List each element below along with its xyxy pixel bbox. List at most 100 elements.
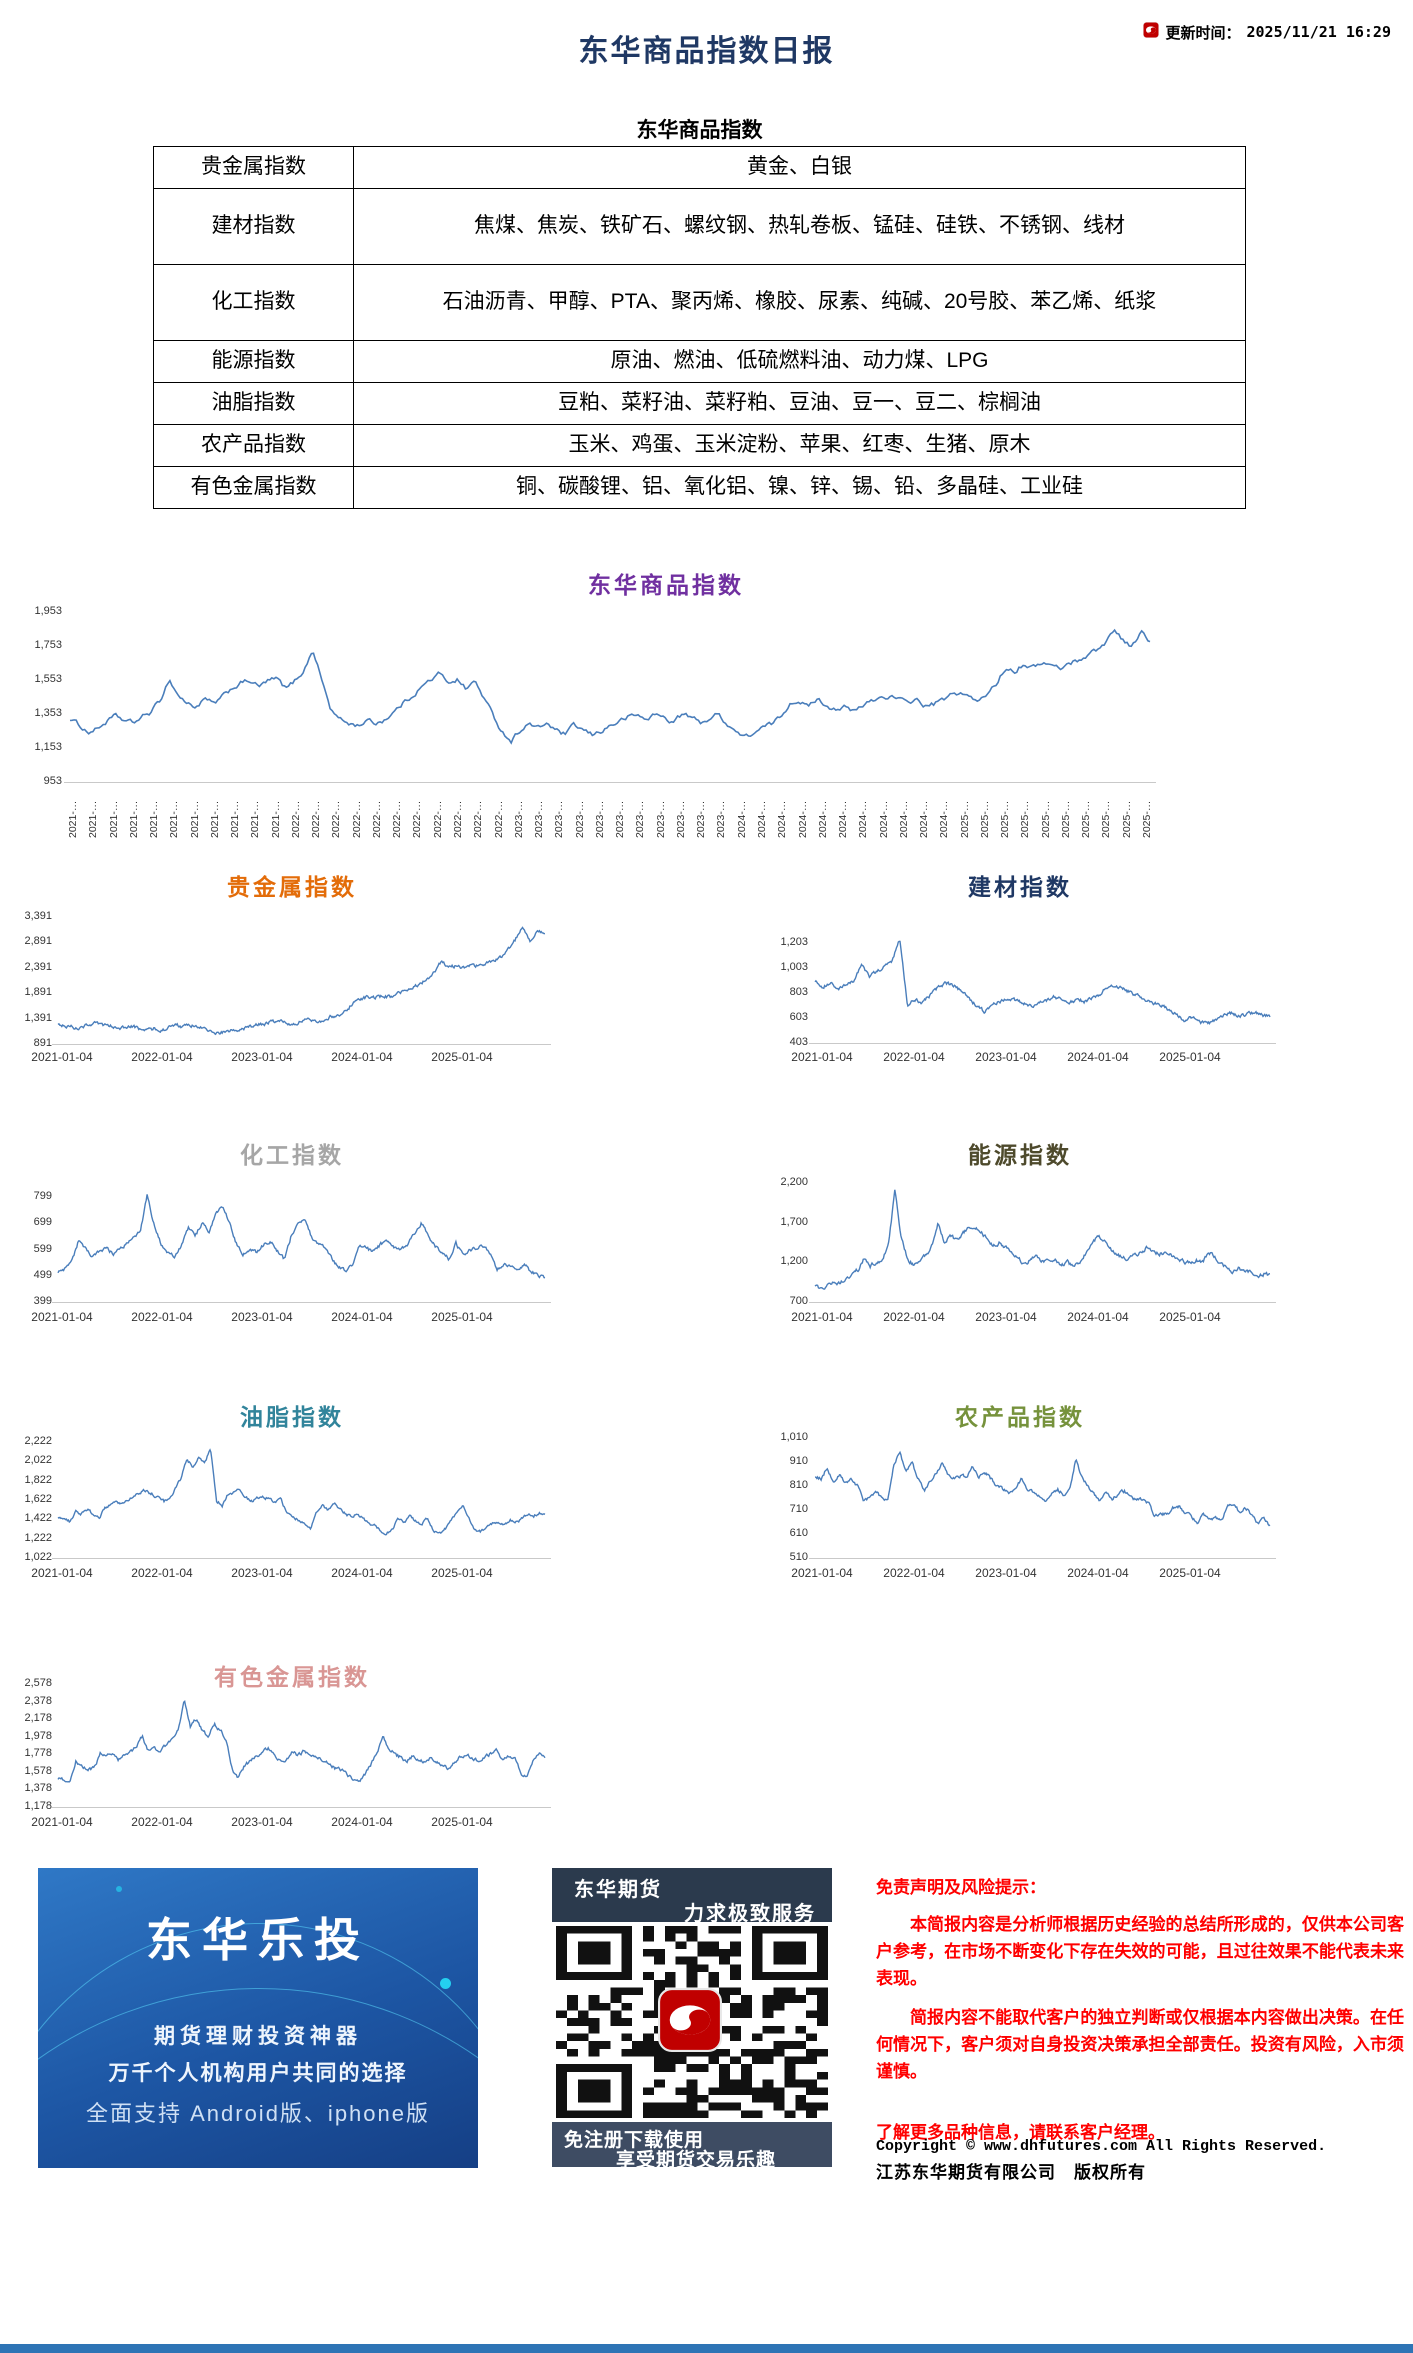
x-axis-tick-label: 2024-01-04 bbox=[1067, 1310, 1129, 1324]
x-axis-tick-label: 2022-… bbox=[330, 800, 343, 838]
y-axis-tick-label: 1,553 bbox=[34, 673, 62, 685]
x-axis-tick-label: 2024-… bbox=[877, 800, 890, 838]
x-axis-tick-label: 2022-01-04 bbox=[883, 1050, 945, 1064]
x-axis-tick-label: 2021-01-04 bbox=[31, 1310, 93, 1324]
x-axis-tick-label: 2021-… bbox=[168, 800, 181, 838]
y-axis-tick-label: 910 bbox=[789, 1455, 808, 1467]
x-axis-tick-label: 2024-… bbox=[918, 800, 931, 838]
copyright-line-2: 江苏东华期货有限公司 版权所有 bbox=[876, 2163, 1146, 2182]
update-time-box: 更新时间： 2025/11/21 16:29 bbox=[1143, 21, 1391, 42]
y-axis-tick-label: 1,003 bbox=[780, 961, 808, 973]
x-axis-tick-label: 2024-01-04 bbox=[331, 1050, 393, 1064]
y-axis-tick-label: 1,778 bbox=[24, 1747, 52, 1760]
banner-dot-decoration bbox=[116, 1886, 122, 1892]
x-axis-tick-label: 2024-… bbox=[735, 800, 748, 838]
y-axis-tick-label: 1,353 bbox=[34, 707, 62, 719]
banner-ring-decoration bbox=[38, 1923, 478, 2168]
x-axis-tick-label: 2021-… bbox=[127, 800, 140, 838]
line-chart-building bbox=[814, 940, 1271, 1026]
y-axis-tick-label: 510 bbox=[789, 1551, 808, 1563]
x-axis-line bbox=[52, 1044, 551, 1045]
x-axis-tick-label: 2023-… bbox=[614, 800, 627, 838]
y-axis-tick-label: 2,578 bbox=[24, 1677, 52, 1689]
y-axis-tick-label: 1,753 bbox=[34, 639, 62, 651]
x-axis-tick-label: 2023-01-04 bbox=[231, 1566, 293, 1580]
x-axis-tick-label: 2023-… bbox=[553, 800, 566, 838]
x-axis-tick-label: 2024-01-04 bbox=[331, 1310, 393, 1324]
series-line bbox=[57, 1700, 546, 1783]
x-axis-tick-label: 2024-01-04 bbox=[1067, 1566, 1129, 1580]
x-axis-tick-label: 2025-01-04 bbox=[1159, 1310, 1221, 1324]
table-row: 有色金属指数 铜、碳酸锂、铝、氧化铝、镍、锌、锡、铅、多晶硅、工业硅 bbox=[153, 466, 1246, 509]
chart-title-precious: 贵金属指数 bbox=[227, 874, 357, 900]
x-axis-tick-label: 2021-01-04 bbox=[31, 1566, 93, 1580]
chart-title-nonferrous: 有色金属指数 bbox=[214, 1664, 370, 1690]
series-line bbox=[57, 1194, 546, 1279]
x-axis-tick-label: 2022-… bbox=[370, 800, 383, 838]
y-axis-tick-label: 1,953 bbox=[34, 605, 62, 617]
line-chart-agri bbox=[814, 1450, 1271, 1527]
series-line bbox=[57, 1448, 546, 1536]
x-axis-tick-label: 2023-01-04 bbox=[975, 1310, 1037, 1324]
y-axis-tick-label: 1,700 bbox=[780, 1215, 808, 1228]
x-axis-tick-label: 2021-… bbox=[67, 800, 79, 838]
y-axis-tick-label: 399 bbox=[33, 1295, 52, 1307]
x-axis-tick-label: 2022-… bbox=[452, 800, 465, 838]
x-axis-tick-label: 2024-01-04 bbox=[1067, 1050, 1129, 1064]
x-axis-tick-label: 2024-… bbox=[938, 800, 951, 838]
x-axis-tick-label: 2024-… bbox=[755, 800, 768, 838]
y-axis-tick-label: 2,200 bbox=[780, 1175, 808, 1188]
table-row: 建材指数 焦煤、焦炭、铁矿石、螺纹钢、热轧卷板、锰硅、硅铁、不锈钢、线材 bbox=[153, 188, 1246, 265]
x-axis-tick-label: 2023-… bbox=[533, 800, 546, 838]
x-axis-tick-label: 2025-01-04 bbox=[431, 1566, 493, 1580]
x-axis-tick-label: 2025-01-04 bbox=[431, 1815, 493, 1829]
x-axis-tick-label: 2021-01-04 bbox=[31, 1815, 93, 1829]
x-axis-tick-label: 2025-… bbox=[1141, 800, 1153, 838]
y-axis-tick-label: 953 bbox=[43, 775, 62, 787]
chart-title-composite: 东华商品指数 bbox=[588, 572, 744, 598]
index-name-cell: 农产品指数 bbox=[153, 424, 354, 467]
banner-app-name: 东华乐投 bbox=[146, 1914, 370, 1966]
line-chart-energy bbox=[814, 1189, 1271, 1290]
y-axis-tick-label: 599 bbox=[33, 1242, 52, 1255]
y-axis-tick-label: 1,222 bbox=[24, 1531, 52, 1544]
x-axis-tick-label: 2025-… bbox=[1019, 800, 1032, 838]
y-axis-tick-label: 1,022 bbox=[24, 1551, 52, 1563]
y-axis-tick-label: 810 bbox=[789, 1479, 808, 1491]
chart-title-chemical: 化工指数 bbox=[240, 1142, 344, 1168]
x-axis-tick-label: 2025-… bbox=[1080, 800, 1093, 838]
x-axis-tick-label: 2021-… bbox=[269, 800, 282, 838]
y-axis-tick-label: 700 bbox=[789, 1295, 808, 1307]
qr-header-slogan: 力求极致服务 bbox=[684, 1903, 816, 1925]
x-axis-tick-label: 2024-… bbox=[796, 800, 809, 838]
y-axis-tick-label: 1,010 bbox=[780, 1431, 808, 1443]
y-axis-tick-label: 1,891 bbox=[24, 986, 52, 999]
x-axis-tick-label: 2023-… bbox=[593, 800, 606, 838]
table-row: 能源指数 原油、燃油、低硫燃料油、动力煤、LPG bbox=[153, 340, 1246, 383]
x-axis-line bbox=[64, 782, 1156, 783]
index-components-cell: 黄金、白银 bbox=[353, 146, 1246, 189]
x-axis-tick-label: 2022-01-04 bbox=[883, 1566, 945, 1580]
x-axis-tick-label: 2025-01-04 bbox=[1159, 1050, 1221, 1064]
y-axis-tick-label: 1,622 bbox=[24, 1493, 52, 1505]
x-axis-tick-label: 2022-01-04 bbox=[131, 1050, 193, 1064]
line-chart-chemical bbox=[57, 1194, 546, 1279]
x-axis-tick-label: 2022-… bbox=[492, 800, 505, 838]
x-axis-tick-label: 2022-… bbox=[391, 800, 404, 838]
x-axis-tick-label: 2022-01-04 bbox=[131, 1310, 193, 1324]
x-axis-tick-label: 2023-01-04 bbox=[975, 1050, 1037, 1064]
promo-banner: 东华乐投 期货理财投资神器 万千个人机构用户共同的选择 全面支持 Android… bbox=[38, 1868, 478, 2168]
x-axis-tick-label: 2025-… bbox=[999, 800, 1012, 838]
line-chart-oils bbox=[57, 1448, 546, 1536]
y-axis-tick-label: 1,378 bbox=[24, 1782, 52, 1795]
x-axis-tick-label: 2021-01-04 bbox=[31, 1050, 93, 1064]
x-axis-tick-label: 2023-… bbox=[573, 800, 586, 838]
x-axis-line bbox=[52, 1558, 551, 1559]
y-axis-tick-label: 2,222 bbox=[24, 1435, 52, 1447]
x-axis-tick-label: 2023-… bbox=[654, 800, 667, 838]
index-components-cell: 原油、燃油、低硫燃料油、动力煤、LPG bbox=[353, 340, 1246, 383]
table-row: 化工指数 石油沥青、甲醇、PTA、聚丙烯、橡胶、尿素、纯碱、20号胶、苯乙烯、纸浆 bbox=[153, 264, 1246, 341]
qr-footer-line1: 免注册下载使用 bbox=[564, 2130, 705, 2151]
banner-platforms: 全面支持 Android版、iphone版 bbox=[85, 2101, 430, 2126]
x-axis-tick-label: 2022-… bbox=[431, 800, 444, 838]
